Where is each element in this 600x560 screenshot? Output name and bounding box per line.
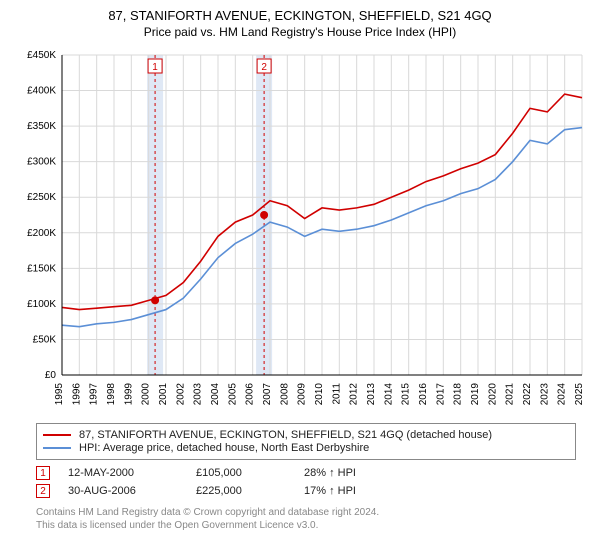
svg-text:£100K: £100K xyxy=(27,299,56,310)
footer-line1: Contains HM Land Registry data © Crown c… xyxy=(36,506,588,519)
footer-line2: This data is licensed under the Open Gov… xyxy=(36,519,588,532)
svg-text:2006: 2006 xyxy=(245,383,256,406)
svg-text:2010: 2010 xyxy=(314,383,325,406)
legend-row: HPI: Average price, detached house, Nort… xyxy=(43,442,569,454)
svg-text:2009: 2009 xyxy=(297,383,308,406)
event-date: 30-AUG-2006 xyxy=(68,485,178,497)
svg-text:2: 2 xyxy=(261,62,267,73)
legend: 87, STANIFORTH AVENUE, ECKINGTON, SHEFFI… xyxy=(36,423,576,460)
event-date: 12-MAY-2000 xyxy=(68,467,178,479)
svg-text:£50K: £50K xyxy=(33,334,57,345)
svg-text:2011: 2011 xyxy=(331,383,342,405)
event-row: 1 12-MAY-2000 £105,000 28% ↑ HPI xyxy=(36,466,588,480)
svg-text:2022: 2022 xyxy=(522,383,533,406)
svg-text:2018: 2018 xyxy=(453,383,464,406)
event-price: £225,000 xyxy=(196,485,286,497)
svg-text:2002: 2002 xyxy=(175,383,186,406)
line-chart: 1 2 £0 £50K £100K £150K £200K £250K £300K £350K £4… xyxy=(12,45,588,415)
event-marker: 1 xyxy=(36,466,50,480)
svg-text:1997: 1997 xyxy=(89,383,100,406)
legend-row: 87, STANIFORTH AVENUE, ECKINGTON, SHEFFI… xyxy=(43,429,569,441)
svg-text:1999: 1999 xyxy=(123,383,134,406)
svg-text:£200K: £200K xyxy=(27,228,56,239)
events-table: 1 12-MAY-2000 £105,000 28% ↑ HPI 2 30-AUG-200… xyxy=(36,466,588,498)
svg-text:1: 1 xyxy=(152,62,158,73)
svg-text:£350K: £350K xyxy=(27,121,56,132)
svg-text:2005: 2005 xyxy=(227,383,238,406)
event-marker: 2 xyxy=(36,484,50,498)
legend-label: HPI: Average price, detached house, Nort… xyxy=(79,442,369,454)
svg-text:2001: 2001 xyxy=(158,383,169,406)
svg-text:1996: 1996 xyxy=(71,383,82,406)
svg-text:2013: 2013 xyxy=(366,383,377,406)
svg-text:2015: 2015 xyxy=(401,383,412,406)
svg-text:2008: 2008 xyxy=(279,383,290,406)
svg-text:2021: 2021 xyxy=(505,383,516,406)
title-main: 87, STANIFORTH AVENUE, ECKINGTON, SHEFFI… xyxy=(12,8,588,23)
svg-text:£300K: £300K xyxy=(27,157,56,168)
svg-text:£450K: £450K xyxy=(27,50,56,61)
svg-text:1998: 1998 xyxy=(106,383,117,406)
chart-container: 1 2 £0 £50K £100K £150K £200K £250K £300K £350K £4… xyxy=(12,45,588,415)
svg-text:£0: £0 xyxy=(45,370,57,381)
svg-text:2017: 2017 xyxy=(435,383,446,406)
svg-text:2016: 2016 xyxy=(418,383,429,406)
svg-text:£150K: £150K xyxy=(27,263,56,274)
svg-text:2012: 2012 xyxy=(349,383,360,406)
svg-text:2023: 2023 xyxy=(539,383,550,406)
event-row: 2 30-AUG-2006 £225,000 17% ↑ HPI xyxy=(36,484,588,498)
legend-swatch xyxy=(43,434,71,436)
legend-label: 87, STANIFORTH AVENUE, ECKINGTON, SHEFFI… xyxy=(79,429,492,441)
svg-text:2020: 2020 xyxy=(487,383,498,406)
event-price: £105,000 xyxy=(196,467,286,479)
svg-text:1995: 1995 xyxy=(54,383,65,406)
svg-text:£250K: £250K xyxy=(27,192,56,203)
chart-title-block: 87, STANIFORTH AVENUE, ECKINGTON, SHEFFI… xyxy=(12,8,588,39)
footer-note: Contains HM Land Registry data © Crown c… xyxy=(36,506,588,532)
svg-text:2007: 2007 xyxy=(262,383,273,406)
svg-text:2003: 2003 xyxy=(193,383,204,406)
svg-text:2000: 2000 xyxy=(141,383,152,406)
svg-text:2024: 2024 xyxy=(557,383,568,406)
legend-swatch xyxy=(43,447,71,449)
svg-text:£400K: £400K xyxy=(27,86,56,97)
title-sub: Price paid vs. HM Land Registry's House … xyxy=(12,25,588,39)
svg-text:2004: 2004 xyxy=(210,383,221,406)
event-pct: 28% ↑ HPI xyxy=(304,467,404,479)
svg-text:2025: 2025 xyxy=(574,383,585,406)
event-pct: 17% ↑ HPI xyxy=(304,485,404,497)
svg-text:2014: 2014 xyxy=(383,383,394,406)
svg-text:2019: 2019 xyxy=(470,383,481,406)
